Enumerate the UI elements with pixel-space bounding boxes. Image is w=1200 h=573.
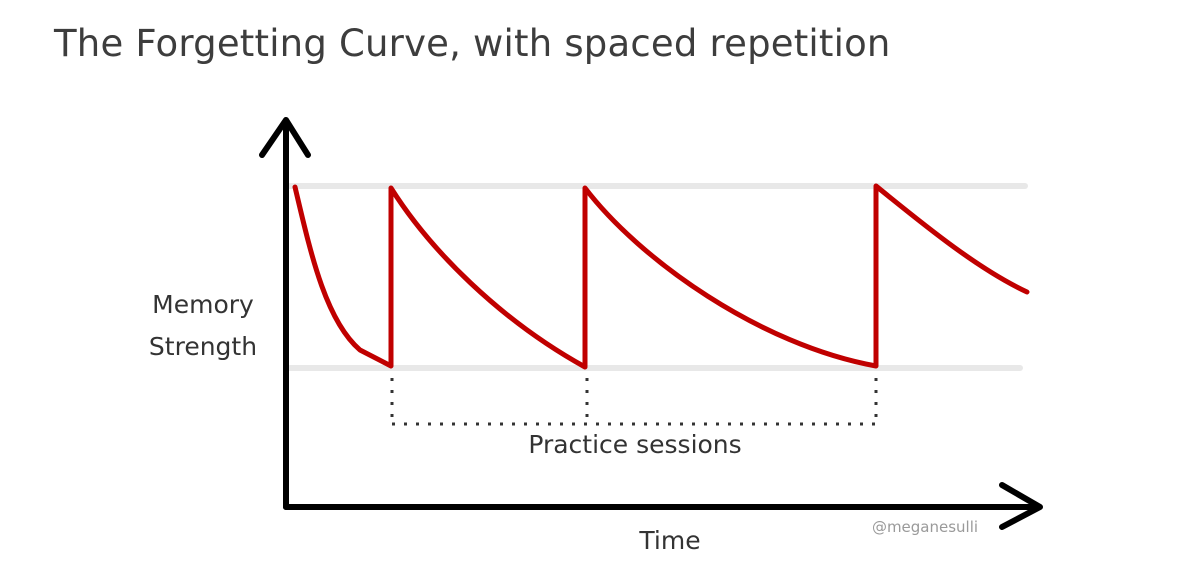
x-axis-arrowhead (999, 482, 1043, 530)
y-axis-label-line-1: Memory (152, 290, 254, 319)
axes (259, 117, 1043, 530)
author-watermark: @meganesulli (871, 518, 979, 536)
practice-session-markers (390, 378, 878, 426)
y-axis-label: Memory Strength (126, 284, 280, 368)
practice-sessions-label: Practice sessions (528, 430, 742, 459)
diagram-title: The Forgetting Curve, with spaced repeti… (54, 22, 891, 65)
forgetting-curve (292, 183, 1030, 370)
y-axis-arrowhead (259, 117, 311, 158)
y-axis-label-line-2: Strength (148, 332, 258, 361)
x-axis-label: Time (639, 526, 701, 555)
